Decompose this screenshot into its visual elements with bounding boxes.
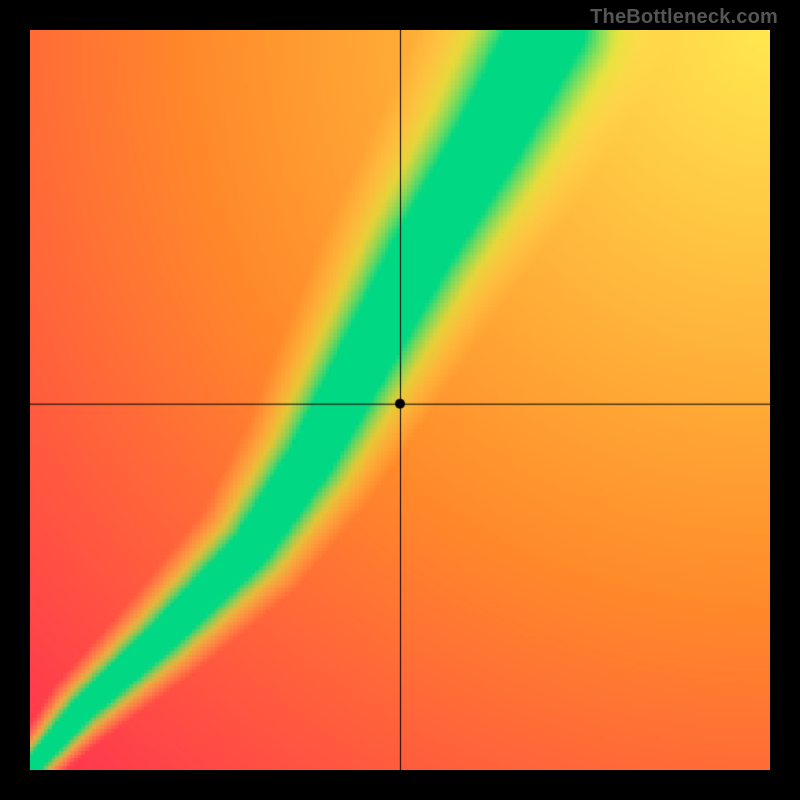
- watermark-label: TheBottleneck.com: [590, 6, 778, 29]
- chart-root: TheBottleneck.com: [0, 0, 800, 800]
- bottleneck-heatmap: [30, 30, 770, 770]
